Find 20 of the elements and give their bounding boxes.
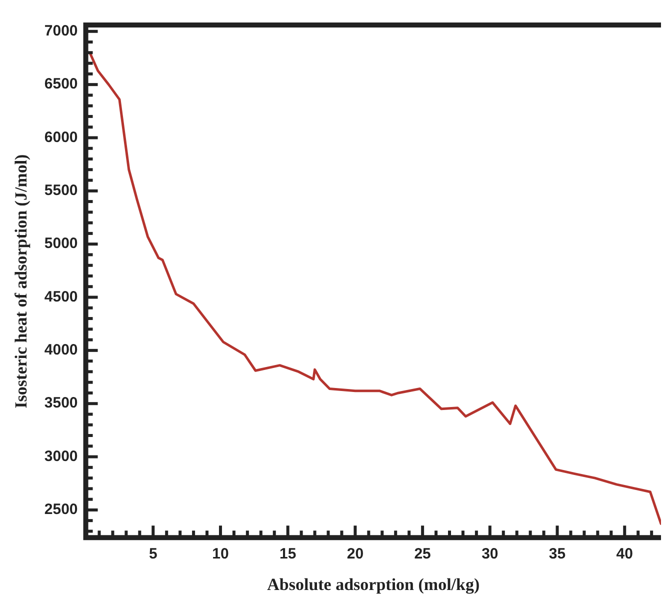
y-tick-label: 3500 [44,394,78,412]
y-tick-label: 5500 [44,182,78,200]
x-tick-label: 25 [414,546,431,563]
y-tick-label: 5000 [44,235,78,252]
x-tick-label: 40 [616,546,633,563]
y-tick-label: 7000 [44,22,78,40]
x-tick-label: 10 [212,546,229,563]
x-tick-label: 30 [482,546,498,563]
x-tick-label: 20 [346,546,364,563]
y-tick-label: 6000 [44,128,78,146]
x-tick-label: 15 [279,546,296,563]
x-tick-label: 5 [148,546,158,563]
y-tick-label: 4000 [44,342,78,359]
x-axis-title: Absolute adsorption (mol/kg) [267,575,480,594]
y-tick-label: 3000 [44,448,78,465]
y-tick-label: 6500 [44,76,78,93]
y-tick-label: 2500 [44,501,78,518]
x-tick-label: 35 [548,546,566,563]
y-axis-title: Isosteric heat of adsorption (J/mol) [12,154,31,408]
y-tick-label: 4500 [44,288,78,306]
